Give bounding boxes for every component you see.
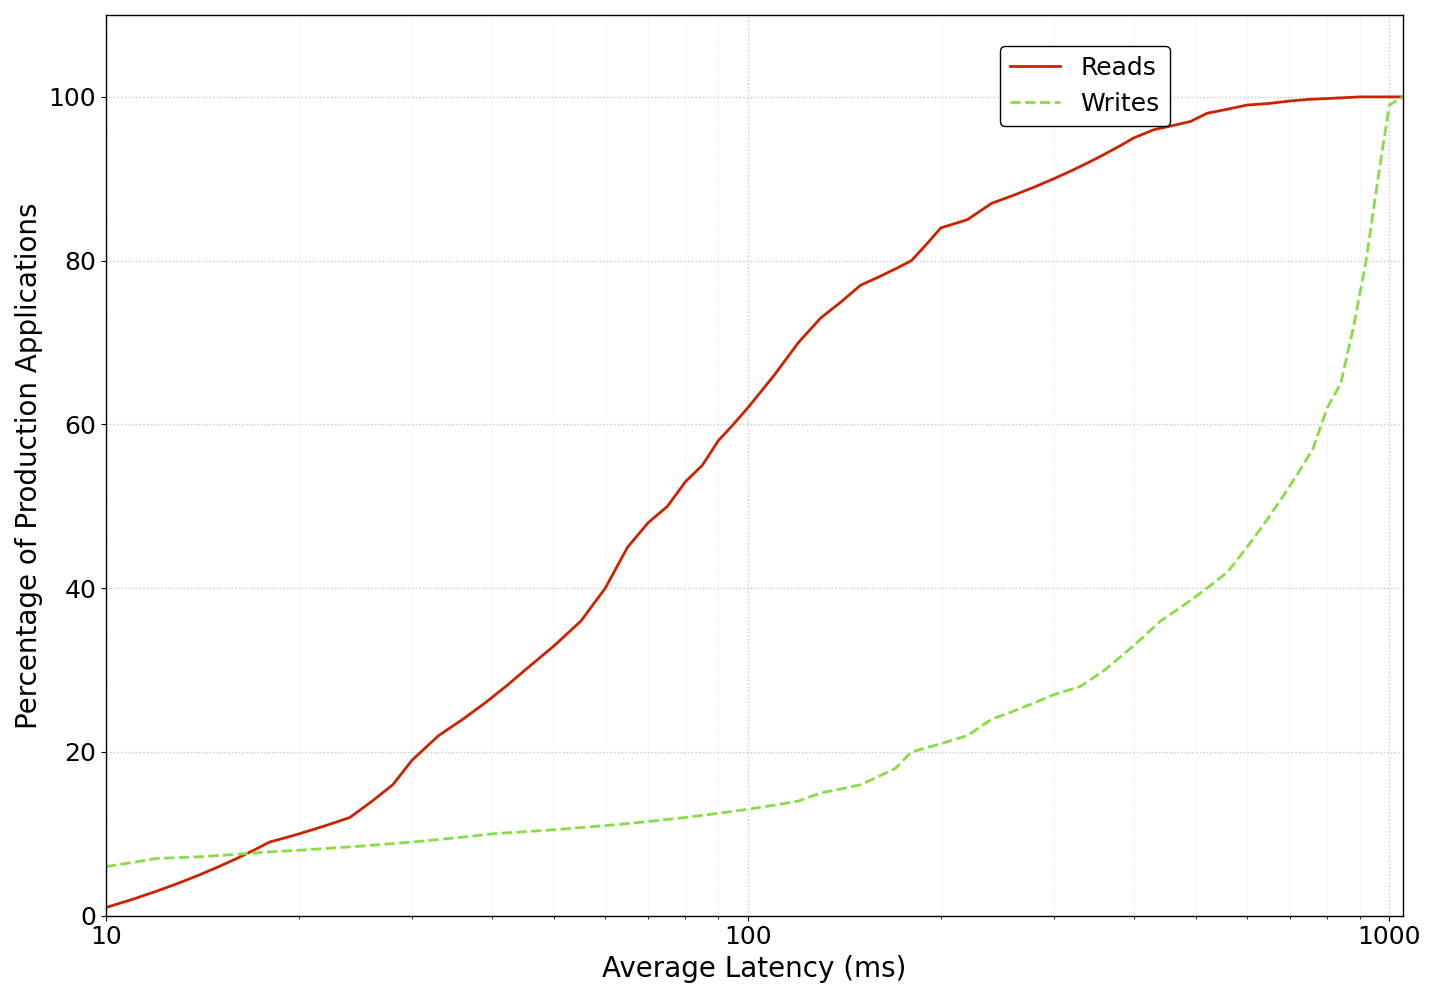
Reads (98, 901, 115, 913)
Writes (739, 803, 756, 815)
Writes (640, 815, 657, 827)
Writes (1025, 697, 1043, 709)
Reads (725, 418, 742, 430)
Writes (677, 811, 695, 823)
Writes (1380, 99, 1398, 111)
Writes (98, 860, 115, 872)
Writes (833, 782, 850, 794)
Writes (1257, 517, 1274, 529)
Writes (352, 840, 370, 852)
Writes (984, 714, 1001, 726)
Legend: Reads, Writes: Reads, Writes (1001, 46, 1169, 126)
Writes (932, 738, 949, 749)
Writes (1219, 566, 1237, 578)
Writes (1126, 640, 1143, 652)
Writes (812, 786, 830, 798)
Writes (1273, 492, 1290, 504)
Y-axis label: Percentage of Production Applications: Percentage of Production Applications (14, 203, 43, 729)
Writes (1319, 402, 1336, 414)
Writes (124, 856, 141, 868)
Reads (290, 828, 308, 840)
Writes (1198, 582, 1215, 594)
Writes (1357, 254, 1375, 266)
Writes (404, 836, 421, 848)
Writes (1045, 689, 1063, 701)
Writes (1071, 681, 1089, 693)
Writes (546, 823, 564, 835)
X-axis label: Average Latency (ms): Average Latency (ms) (603, 955, 906, 983)
Writes (148, 852, 165, 864)
Writes (1238, 541, 1255, 553)
Reads (262, 836, 279, 848)
Writes (1304, 443, 1322, 455)
Writes (1369, 173, 1386, 185)
Writes (709, 807, 726, 819)
Writes (1395, 91, 1412, 103)
Reads (677, 476, 695, 488)
Writes (191, 850, 209, 862)
Writes (1288, 467, 1306, 479)
Writes (446, 832, 463, 844)
Writes (1345, 320, 1362, 332)
Writes (903, 746, 920, 757)
Writes (1176, 599, 1194, 611)
Writes (789, 795, 807, 807)
Writes (870, 770, 887, 782)
Reads (1395, 91, 1412, 103)
Writes (1005, 705, 1022, 717)
Writes (851, 778, 869, 790)
Writes (1332, 377, 1349, 389)
Writes (1152, 615, 1169, 627)
Line: Writes: Writes (106, 97, 1403, 866)
Writes (1096, 664, 1113, 676)
Writes (483, 828, 500, 840)
Reads (1112, 140, 1129, 152)
Line: Reads: Reads (106, 97, 1403, 907)
Reads (1319, 93, 1336, 105)
Writes (887, 762, 905, 774)
Writes (229, 848, 246, 860)
Writes (765, 799, 782, 811)
Writes (262, 846, 279, 858)
Reads (1352, 91, 1369, 103)
Writes (597, 819, 614, 831)
Writes (959, 730, 976, 742)
Writes (290, 844, 308, 856)
